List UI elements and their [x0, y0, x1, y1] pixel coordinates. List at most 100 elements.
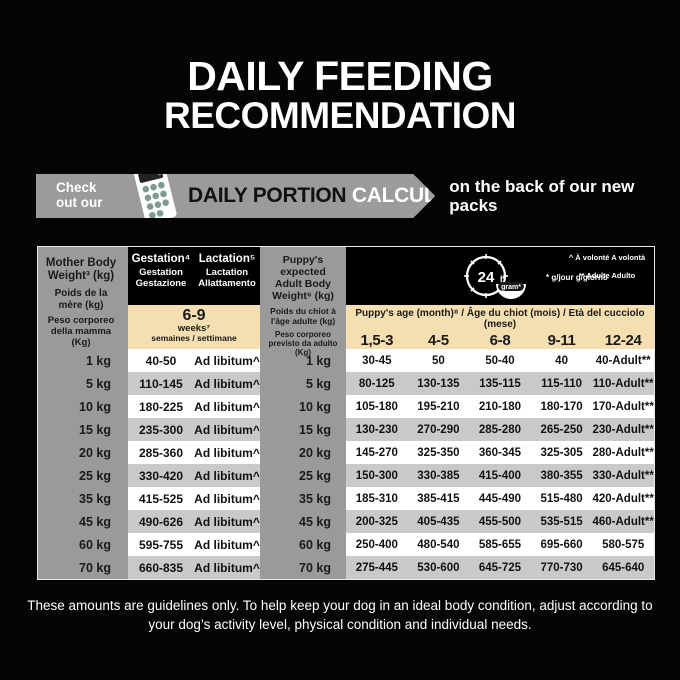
- footnote-legend: ^ À volonté A volontà ** Adulte Adulto: [568, 253, 646, 280]
- feeding-amount-value: 265-250: [540, 423, 583, 436]
- feeding-amount-value: 40: [555, 354, 568, 367]
- gestation-value: 330-420: [138, 468, 184, 483]
- feeding-amount-value: 330-385: [417, 469, 460, 482]
- table-row: 275-445 530-600 645-725 770-730 645-640: [346, 556, 654, 579]
- mother-weight-header: Mother Body Weight³ (kg) Poids de la mèr…: [38, 247, 124, 349]
- on-the-back-label: on the back of our new packs: [449, 176, 635, 215]
- lactation-title: Lactation⁵: [198, 253, 256, 265]
- calculator-banner-title: DAILY PORTION CALCULATOR: [188, 184, 493, 208]
- puppy-header-it: Peso corporeo previsto da adulto (Kg): [268, 330, 338, 358]
- table-row: 200-325 405-435 455-500 535-515 460-Adult**: [346, 510, 654, 533]
- feeding-amount-value: 130-135: [417, 377, 460, 390]
- puppy-header-fr: Poids du chiot à l'âge adulte (kg): [270, 305, 336, 326]
- grams-per-day-note: * g/jour g/giorno: [546, 273, 608, 282]
- feeding-amount-value: 150-300: [355, 469, 398, 482]
- weeks-range: 6-9: [182, 307, 206, 324]
- table-row: 5 kg: [264, 372, 342, 395]
- feeding-amount-value: 180-170: [540, 400, 583, 413]
- gestation-value: 285-360: [138, 445, 184, 460]
- feeding-amount-value: 645-725: [478, 561, 522, 574]
- feeding-amount-value: 210-180: [478, 400, 522, 413]
- legend-adult: ** Adulte Adulto: [578, 271, 636, 281]
- legend-ad-libitum: ^ À volonté A volontà: [568, 253, 646, 262]
- table-row: 180-225 Ad libitum^: [128, 395, 260, 418]
- weeks-label: weeks⁷: [177, 323, 211, 334]
- feeding-amount-value: 145-270: [355, 446, 398, 459]
- puppy-weight-column: Puppy's expected Adult Body Weight⁶ (kg)…: [264, 247, 342, 579]
- table-row: 595-755 Ad libitum^: [128, 533, 260, 556]
- lactation-title-it: Allattamento: [198, 277, 256, 289]
- table-row: 105-180 195-210 210-180 180-170 170-Adult**: [346, 395, 654, 418]
- feeding-amount-value: 515-480: [540, 492, 583, 505]
- puppy-header-en: Puppy's expected Adult Body Weight⁶ (kg): [272, 254, 334, 302]
- table-row: 15 kg: [264, 418, 342, 441]
- feeding-amount-value: 30-45: [362, 354, 392, 367]
- feeding-amount-value: 50-40: [485, 354, 515, 367]
- page-title: DAILY FEEDING RECOMMENDATION: [0, 0, 680, 134]
- svg-text:gram*: gram*: [501, 284, 521, 291]
- feeding-amount-value: 530-600: [417, 561, 460, 574]
- gestation-title: Gestation⁴: [131, 253, 191, 265]
- gestation-lactation-column: Gestation⁴ Gestation Gestazione Lactatio…: [128, 247, 260, 579]
- feeding-amount-value: 115-110: [541, 377, 583, 390]
- lactation-value: Ad libitum^: [194, 468, 260, 483]
- feeding-amount-value: 580-575: [602, 538, 645, 551]
- feeding-amount-value: 250-400: [355, 538, 398, 551]
- gestation-title-it: Gestazione: [135, 277, 187, 289]
- feeding-amount-value: 325-350: [417, 446, 460, 459]
- feeding-amount-value: 460-Adult**: [592, 515, 654, 528]
- table-row: 660-835 Ad libitum^: [128, 556, 260, 579]
- lactation-value: Ad libitum^: [194, 514, 260, 529]
- gestation-value: 110-145: [139, 376, 183, 391]
- gestation-value: 490-626: [138, 514, 184, 529]
- feeding-amount-value: 110-Adult**: [592, 377, 654, 390]
- mother-weight-value: 60 kg: [79, 537, 111, 552]
- puppy-weight-value: 25 kg: [299, 468, 331, 483]
- svg-text:h: h: [500, 274, 506, 284]
- puppy-age-icon-header: 24 h gram* * g/jour g/giorno ^ À volonté…: [346, 247, 654, 305]
- table-row: 10 kg: [264, 395, 342, 418]
- table-row: 285-360 Ad libitum^: [128, 441, 260, 464]
- table-row: 60 kg: [264, 533, 342, 556]
- gestation-value: 180-225: [138, 399, 184, 414]
- puppy-weight-header: Puppy's expected Adult Body Weight⁶ (kg)…: [264, 247, 342, 357]
- calculator-banner: Check out our: [0, 172, 680, 220]
- puppy-age-column-label: 12-24: [604, 332, 642, 349]
- column-divider-3: [342, 247, 346, 579]
- feeding-amount-value: 40-Adult**: [595, 354, 651, 367]
- table-row: 25 kg: [264, 464, 342, 487]
- title-line-2: RECOMMENDATION: [163, 95, 517, 137]
- lactation-header: Lactation⁵ Lactation Allattamento: [194, 253, 260, 305]
- puppy-age-column: 24 h gram* * g/jour g/giorno ^ À volonté…: [346, 247, 654, 579]
- mother-weight-column: Mother Body Weight³ (kg) Poids de la mèr…: [38, 247, 124, 579]
- table-row: 70 kg: [38, 556, 124, 579]
- feeding-amount-value: 405-435: [417, 515, 460, 528]
- gestation-value: 595-755: [138, 537, 184, 552]
- feeding-amount-value: 50: [431, 354, 445, 367]
- puppy-age-column-label: 4-5: [428, 332, 449, 349]
- feeding-amount-value: 585-655: [478, 538, 522, 551]
- puppy-age-band: Puppy's age (month)⁸ / Âge du chiot (moi…: [346, 305, 654, 349]
- gestation-header: Gestation⁴ Gestation Gestazione: [128, 253, 194, 305]
- table-row: 130-230 270-290 285-280 265-250 230-Adult**: [346, 418, 654, 441]
- feeding-amount-value: 200-325: [355, 515, 398, 528]
- table-row: 250-400 480-540 585-655 695-660 580-575: [346, 533, 654, 556]
- feeding-amount-value: 445-490: [478, 492, 522, 505]
- gestation-lactation-rows: 40-50 Ad libitum^ 110-145 Ad libitum^ 180-22…: [128, 349, 260, 579]
- column-divider: [124, 247, 128, 579]
- gestation-value: 40-50: [145, 353, 177, 368]
- calculator-banner-arrow[interactable]: Check out our: [36, 174, 435, 218]
- mother-weight-value: 20 kg: [79, 445, 111, 460]
- lactation-value: Ad libitum^: [194, 537, 260, 552]
- table-row: 80-125 130-135 135-115 115-110 110-Adult**: [346, 372, 654, 395]
- table-row: 490-626 Ad libitum^: [128, 510, 260, 533]
- table-row: 150-300 330-385 415-400 380-355 330-Adult**: [346, 464, 654, 487]
- puppy-feeding-rows: 30-45 50 50-40 40 40-Adult** 80-125 130-135 135…: [346, 349, 654, 579]
- feeding-amount-value: 195-210: [417, 400, 460, 413]
- feeding-amount-value: 380-355: [540, 469, 583, 482]
- lactation-value: Ad libitum^: [194, 422, 260, 437]
- svg-text:24: 24: [478, 269, 495, 286]
- feeding-amount-value: 185-310: [355, 492, 398, 505]
- table-row: 20 kg: [264, 441, 342, 464]
